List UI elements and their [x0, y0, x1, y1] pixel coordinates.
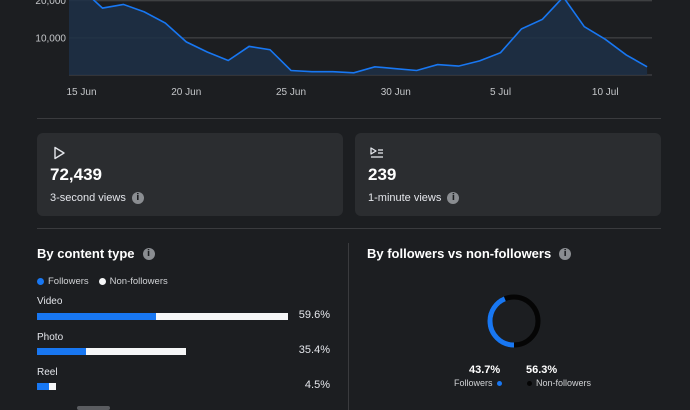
- info-icon[interactable]: i: [142, 247, 155, 260]
- info-icon[interactable]: i: [131, 192, 144, 204]
- bar-reel-followers: [37, 383, 50, 390]
- bar-photo-followers: [37, 348, 87, 355]
- content-type-title: By content type i: [37, 246, 155, 261]
- bar-video-followers: [37, 313, 157, 320]
- y-tick-label: 20,000: [35, 0, 66, 7]
- y-tick-label: 10,000: [35, 33, 66, 44]
- one-minute-views-label-text: 1-minute views: [368, 192, 442, 204]
- pct-video: 59.6%: [298, 309, 330, 321]
- views-series-line: [92, 0, 648, 74]
- info-icon[interactable]: i: [559, 247, 572, 260]
- one-minute-views-label: 1-minute views i: [368, 192, 460, 204]
- legend-followers-label: Followers: [48, 276, 89, 287]
- pct-reel: 4.5%: [304, 379, 330, 391]
- followers-dot: [37, 278, 44, 285]
- non-followers-dot: [527, 380, 532, 386]
- content-type-legend: Followers Non-followers: [37, 276, 168, 287]
- followers-pct-value: 43.7%: [469, 364, 501, 376]
- x-tick-label: 5 Jul: [490, 87, 511, 98]
- x-tick-label: 10 Jul: [592, 87, 619, 98]
- x-tick-label: 15 Jun: [66, 87, 96, 98]
- legend-non-followers-label: Non-followers: [109, 276, 168, 287]
- views-over-time-chart: 20,000 10,000 15 Jun 20 Jun 25 Jun 30 Jun 5 Ju…: [0, 0, 690, 105]
- views-area-fill: [69, 0, 648, 75]
- x-tick-label: 20 Jun: [171, 87, 201, 98]
- non-followers-dot: [98, 278, 106, 285]
- legend-followers: Followers: [37, 276, 89, 287]
- donut-legend-followers-label: Followers: [454, 378, 493, 388]
- one-minute-views-value: 239: [368, 165, 397, 184]
- x-tick-label: 30 Jun: [381, 87, 411, 98]
- row-label-photo: Photo: [37, 332, 64, 343]
- views-area-chart-svg: 20,000 10,000 15 Jun 20 Jun 25 Jun 30 Jun 5 Ju…: [35, 0, 652, 98]
- bar-photo: [37, 348, 187, 355]
- followers-dot: [496, 380, 502, 386]
- non-followers-pct-value: 56.3%: [526, 364, 558, 376]
- followers-section-title-text: By followers vs non-followers: [367, 246, 552, 261]
- followers-section-title: By followers vs non-followers i: [367, 246, 572, 261]
- pct-photo: 35.4%: [298, 344, 330, 356]
- bar-reel: [37, 383, 56, 390]
- donut-legend-non-followers: Non-followers: [527, 378, 591, 388]
- cards-bottom-divider: [37, 228, 661, 229]
- three-second-views-label-text: 3-second views: [50, 192, 126, 204]
- play-icon: [54, 146, 65, 160]
- donut-followers-segment: [487, 294, 541, 348]
- three-second-views-value: 72,439: [50, 165, 102, 184]
- legend-non-followers: Non-followers: [98, 276, 168, 287]
- row-label-video: Video: [37, 296, 63, 307]
- card-1-minute-views: 239 1-minute views i: [355, 133, 661, 216]
- x-tick-label: 25 Jun: [276, 87, 306, 98]
- chart-bottom-divider: [37, 118, 661, 119]
- followers-donut-chart: [487, 294, 541, 348]
- section-vertical-divider: [348, 243, 349, 410]
- row-label-reel: Reel: [37, 367, 58, 378]
- playlist-icon: [370, 147, 383, 158]
- three-second-views-label: 3-second views i: [50, 192, 144, 204]
- info-icon[interactable]: i: [447, 192, 460, 204]
- horizontal-scrollbar[interactable]: [77, 406, 110, 410]
- card-3-second-views: 72,439 3-second views i: [37, 133, 343, 216]
- donut-legend-non-followers-label: Non-followers: [536, 378, 592, 388]
- content-type-title-text: By content type: [37, 246, 135, 261]
- bar-video: [37, 313, 288, 320]
- donut-legend-followers: Followers: [454, 378, 502, 388]
